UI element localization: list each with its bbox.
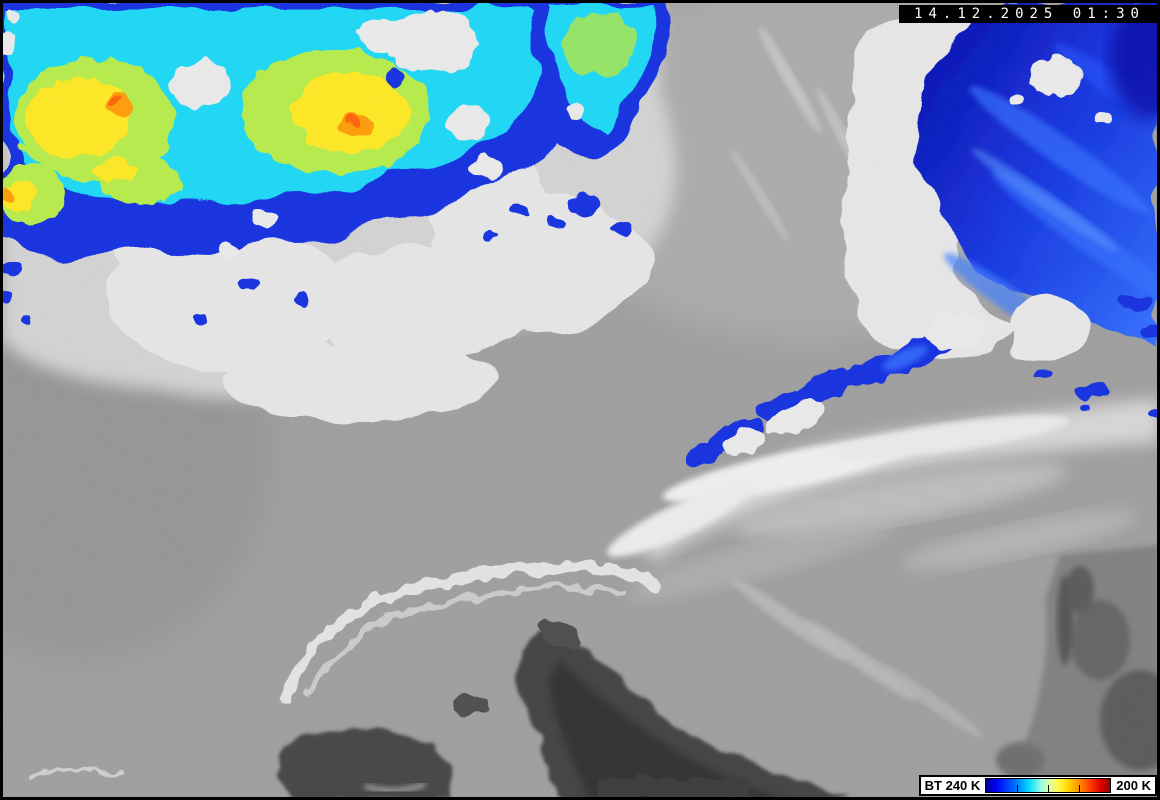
legend-tick — [1048, 785, 1050, 792]
timestamp-overlay: 14.12.2025 01:30 — [899, 5, 1160, 23]
legend-tick — [1017, 785, 1019, 792]
legend-label-left: BT 240 K — [924, 778, 981, 793]
legend-colorbar — [985, 778, 1112, 793]
legend: BT 240 K 200 K — [918, 775, 1157, 796]
legend-label-right: 200 K — [1116, 778, 1151, 793]
timestamp-text: 14.12.2025 01:30 — [914, 6, 1145, 22]
legend-tick — [1079, 785, 1081, 792]
